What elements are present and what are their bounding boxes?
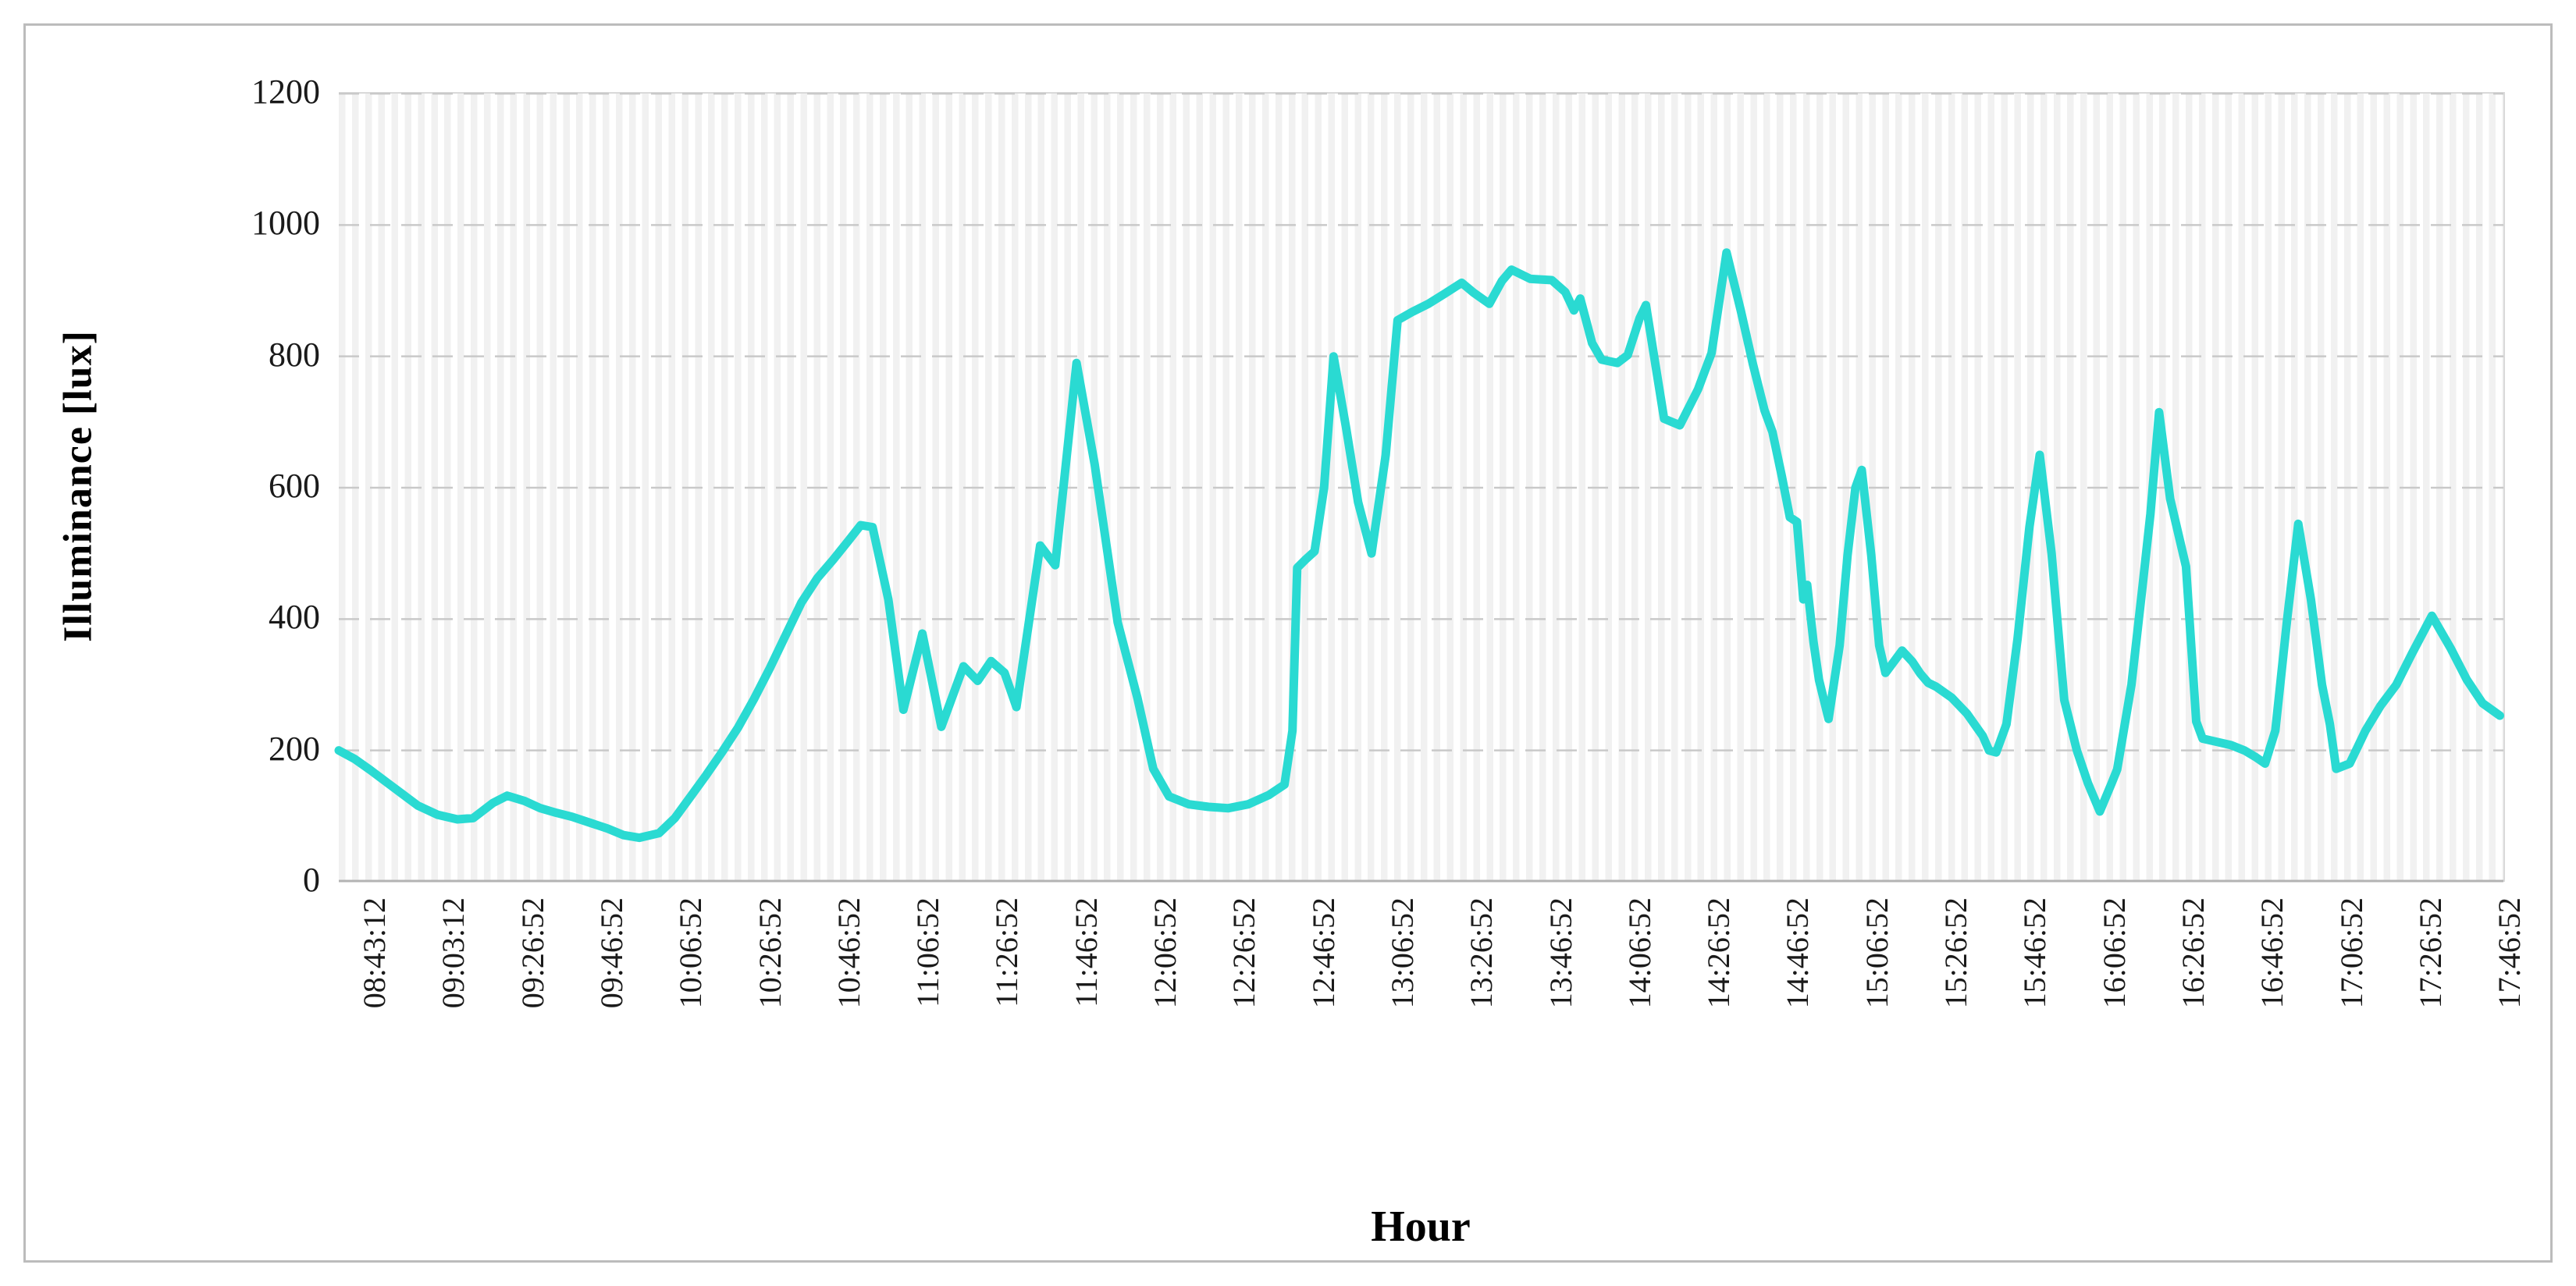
x-tick-label: 16:46:52 [2254,897,2290,1009]
x-tick-label: 16:06:52 [2096,897,2132,1009]
y-tick-label: 1200 [251,73,320,111]
gridlines [339,92,2503,883]
x-tick-label: 15:26:52 [1938,897,1973,1009]
x-tick-label: 11:26:52 [989,897,1025,1007]
x-tick-label: 09:46:52 [593,897,629,1009]
x-tick-label: 15:46:52 [2017,897,2053,1009]
x-tick-label: 17:46:52 [2492,897,2528,1009]
x-axis-title: Hour [1371,1203,1471,1251]
x-tick-label: 13:26:52 [1464,897,1500,1009]
y-tick-label: 800 [269,335,320,374]
x-tick-label: 15:06:52 [1859,897,1895,1009]
plot-area [334,92,2505,883]
x-tick-label: 10:46:52 [831,897,866,1009]
y-tick-label: 0 [303,861,320,899]
y-tick-label: 600 [269,467,320,505]
x-tick-label: 08:43:12 [357,897,392,1009]
x-tick-label: 12:26:52 [1226,897,1262,1009]
figure-border [23,23,2553,1263]
x-tick-label: 14:26:52 [1701,897,1737,1009]
x-tick-label: 16:26:52 [2175,897,2211,1009]
illuminance-line-series [334,248,2504,843]
x-tick-label: 10:26:52 [752,897,788,1009]
y-tick-label: 200 [269,729,320,768]
x-tick-label: 10:06:52 [673,897,709,1009]
x-tick-label: 12:06:52 [1147,897,1183,1009]
x-tick-label: 11:06:52 [910,897,946,1007]
x-tick-label: 13:06:52 [1384,897,1420,1009]
x-tick-label: 14:06:52 [1621,897,1657,1009]
x-tick-label: 09:03:12 [436,897,471,1009]
x-tick-label: 09:26:52 [514,897,550,1009]
x-tick-label: 17:26:52 [2412,897,2448,1009]
y-tick-label: 400 [269,598,320,637]
x-tick-label: 12:46:52 [1305,897,1341,1009]
y-axis-title: Illuminance [lux] [55,330,101,642]
x-tick-label: 13:46:52 [1542,897,1578,1009]
y-tick-label: 1000 [251,204,320,243]
x-tick-label: 14:46:52 [1780,897,1816,1009]
x-tick-label: 17:06:52 [2333,897,2369,1009]
x-tick-label: 11:46:52 [1068,897,1104,1007]
